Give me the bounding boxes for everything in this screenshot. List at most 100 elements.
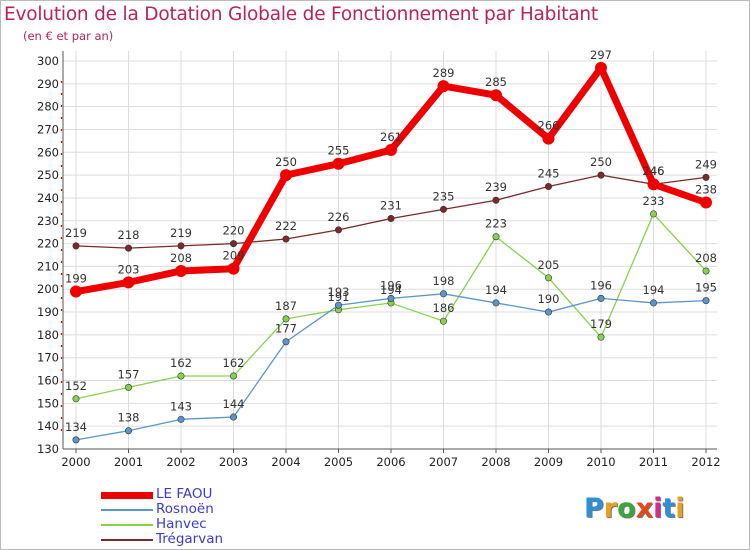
data-label-rosno-n-2005: 193 [328,285,350,299]
data-point-rosno-n-2003 [230,413,238,421]
data-point-rosno-n-2012 [702,297,710,305]
proxiti-logo: Proxiti [584,493,685,524]
data-label-hanvec-2012: 208 [695,251,717,265]
y-tick-label-170: 170 [37,351,59,365]
data-label-tr-garvan-2009: 245 [538,167,560,181]
data-point-tr-garvan-2012 [702,173,710,181]
x-tick-label-2001: 2001 [114,455,143,469]
data-point-hanvec-2008 [492,233,500,241]
data-point-rosno-n-2009 [544,308,552,316]
logo-letter: i [653,493,663,524]
legend-label-le-faou: LE FAOU [156,486,213,502]
legend-item-rosno-n: Rosnoën [101,501,301,517]
data-label-le-faou-2009: 266 [538,119,560,133]
data-point-tr-garvan-2010 [597,171,605,179]
data-label-hanvec-2009: 205 [538,258,560,272]
data-label-le-faou-2011: 246 [643,164,665,178]
legend-swatch-tr-garvan [101,539,153,541]
data-label-tr-garvan-2005: 226 [328,210,350,224]
data-point-rosno-n-2004 [282,338,290,346]
data-point-tr-garvan-2006 [387,214,395,222]
data-label-le-faou-2004: 250 [275,155,297,169]
data-label-le-faou-2001: 203 [118,262,140,276]
x-tick-label-2005: 2005 [324,455,353,469]
data-label-tr-garvan-2004: 222 [275,219,297,233]
y-tick-label-130: 130 [37,442,59,456]
data-point-hanvec-2007 [439,317,447,325]
data-point-rosno-n-2006 [387,294,395,302]
data-point-hanvec-2004 [282,315,290,323]
data-label-hanvec-2008: 223 [485,217,507,231]
data-point-hanvec-2009 [544,274,552,282]
chart-title: Evolution de la Dotation Globale de Fonc… [4,4,598,25]
data-label-rosno-n-2012: 195 [695,281,717,295]
legend-item-tr-garvan: Trégarvan [101,531,301,547]
x-tick-label-2003: 2003 [219,455,248,469]
logo-letter: x [635,493,654,524]
data-point-rosno-n-2011 [649,299,657,307]
data-label-rosno-n-2001: 138 [118,411,140,425]
data-point-le-faou-2002 [175,264,187,277]
data-point-hanvec-2012 [702,267,710,275]
data-point-tr-garvan-2009 [544,183,552,191]
data-point-le-faou-2007 [437,80,450,93]
data-label-rosno-n-2008: 194 [485,283,507,297]
data-point-tr-garvan-2008 [492,196,500,204]
y-tick-label-300: 300 [37,54,59,68]
logo-letter: o [617,493,636,524]
data-point-rosno-n-2001 [125,427,133,435]
data-point-le-faou-2006 [385,144,397,157]
legend-label-rosno-n: Rosnoën [156,501,214,517]
data-point-le-faou-2012 [700,196,712,209]
y-tick-label-190: 190 [37,305,59,319]
data-point-hanvec-2001 [125,383,133,391]
data-label-rosno-n-2009: 190 [538,292,560,306]
logo-letter: t [662,493,676,524]
data-point-rosno-n-2000 [72,436,80,444]
data-point-hanvec-2002 [177,372,185,380]
x-tick-label-2000: 2000 [61,455,90,469]
x-tick-label-2004: 2004 [271,455,300,469]
data-label-rosno-n-2000: 134 [65,420,87,434]
series-le-faou: 199 203 208 209 250 255 261 289 285 266 297 246 238 [65,48,717,298]
data-point-hanvec-2010 [597,333,605,341]
legend-item-hanvec: Hanvec [101,516,301,532]
legend-swatch-le-faou [101,491,153,499]
data-label-hanvec-2000: 152 [65,379,87,393]
y-tick-label-260: 260 [37,145,59,159]
data-label-tr-garvan-2002: 219 [170,226,192,240]
data-label-le-faou-2003: 209 [223,249,245,263]
data-point-le-faou-2009 [542,132,555,145]
y-tick-label-290: 290 [37,77,59,91]
data-point-le-faou-2005 [332,157,345,170]
data-point-le-faou-2004 [280,169,292,182]
data-label-tr-garvan-2008: 239 [485,180,507,194]
y-tick-label-180: 180 [37,328,59,342]
data-label-le-faou-2006: 261 [380,130,402,144]
data-point-tr-garvan-2003 [230,240,238,248]
data-label-hanvec-2010: 179 [590,317,612,331]
data-label-hanvec-2003: 162 [223,356,245,370]
y-tick-label-280: 280 [37,100,59,114]
chart-legend: LE FAOU Rosnoën Hanvec Trégarvan [101,486,301,547]
data-point-hanvec-2011 [649,210,657,218]
y-tick-label-220: 220 [37,237,59,251]
data-label-hanvec-2001: 157 [118,367,140,381]
data-point-rosno-n-2008 [492,299,500,307]
legend-swatch-rosno-n [101,509,153,511]
y-tick-label-160: 160 [37,374,59,388]
x-tick-label-2010: 2010 [586,455,615,469]
data-point-le-faou-2008 [490,89,502,102]
data-label-rosno-n-2007: 198 [433,274,455,288]
data-point-le-faou-2001 [122,276,135,289]
logo-letter: i [675,493,685,524]
data-point-rosno-n-2007 [439,290,447,298]
data-point-rosno-n-2002 [177,415,185,423]
data-label-hanvec-2004: 187 [275,299,297,313]
data-point-tr-garvan-2005 [334,226,342,234]
x-tick-label-2002: 2002 [166,455,195,469]
data-label-rosno-n-2003: 144 [223,397,245,411]
